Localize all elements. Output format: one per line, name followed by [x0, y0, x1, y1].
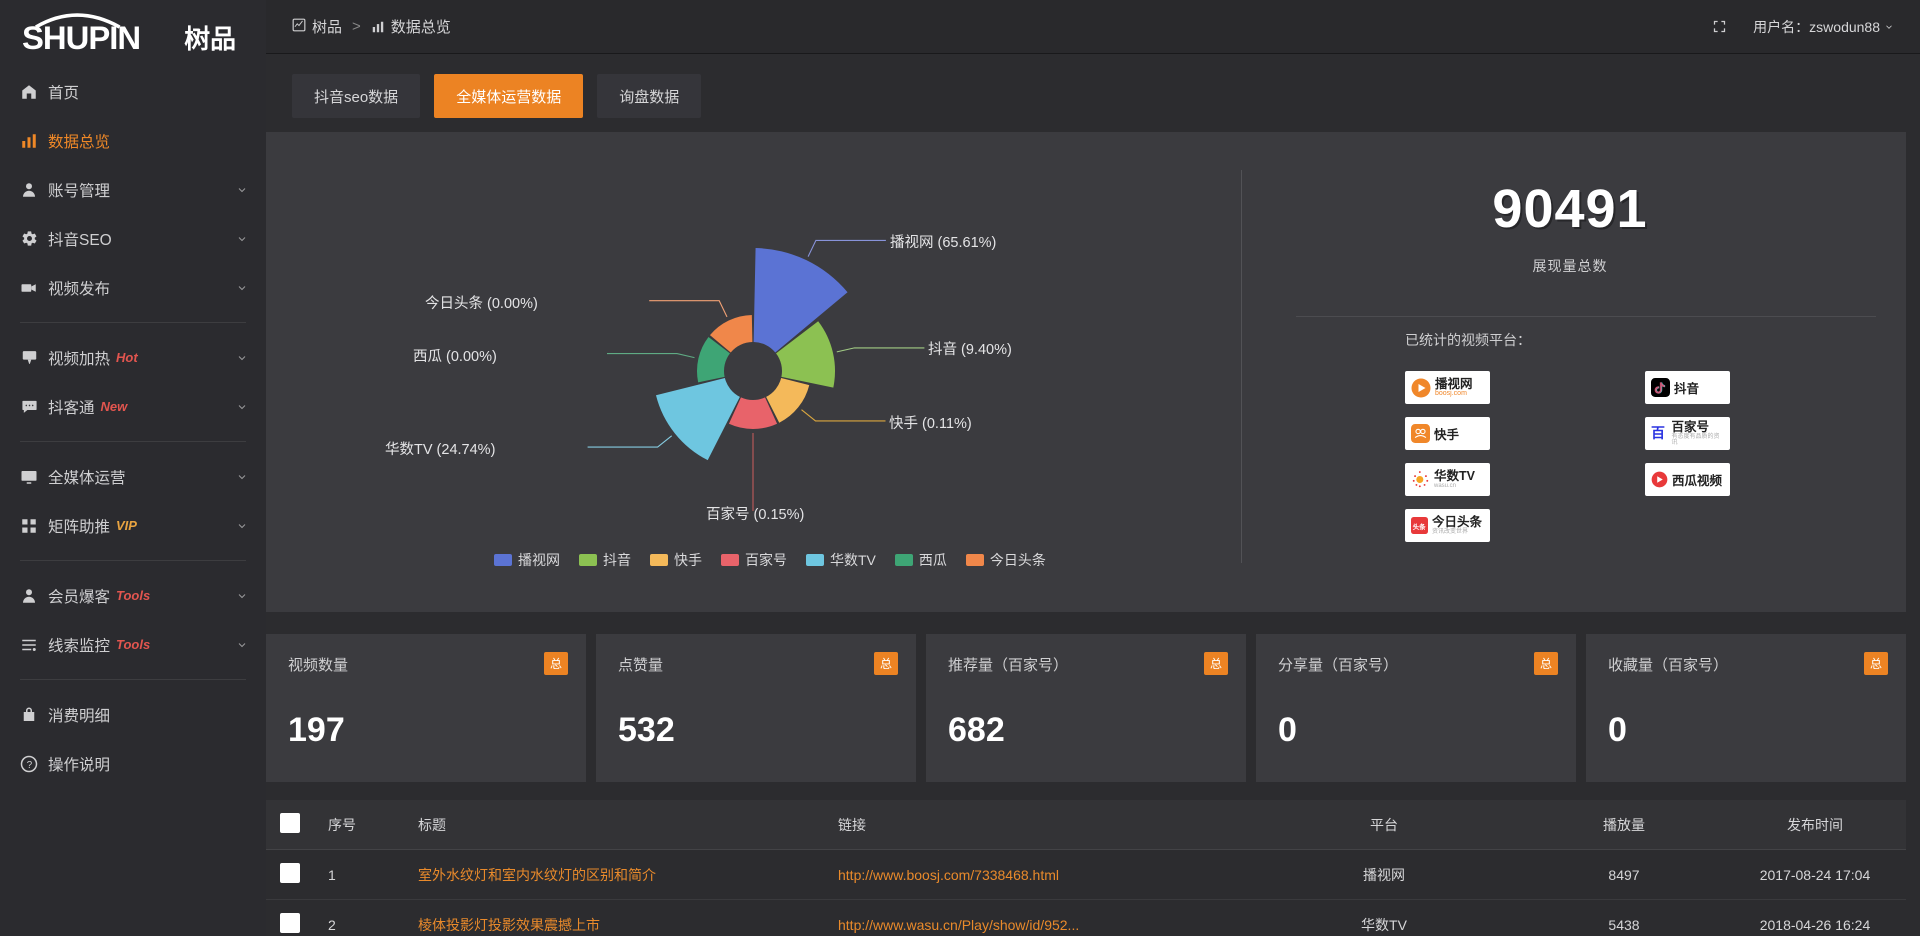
svg-text:百: 百: [1651, 425, 1665, 441]
svg-text:SHUPIN: SHUPIN: [22, 18, 140, 55]
svg-text:树品: 树品: [184, 24, 236, 53]
svg-text:?: ?: [27, 759, 33, 770]
